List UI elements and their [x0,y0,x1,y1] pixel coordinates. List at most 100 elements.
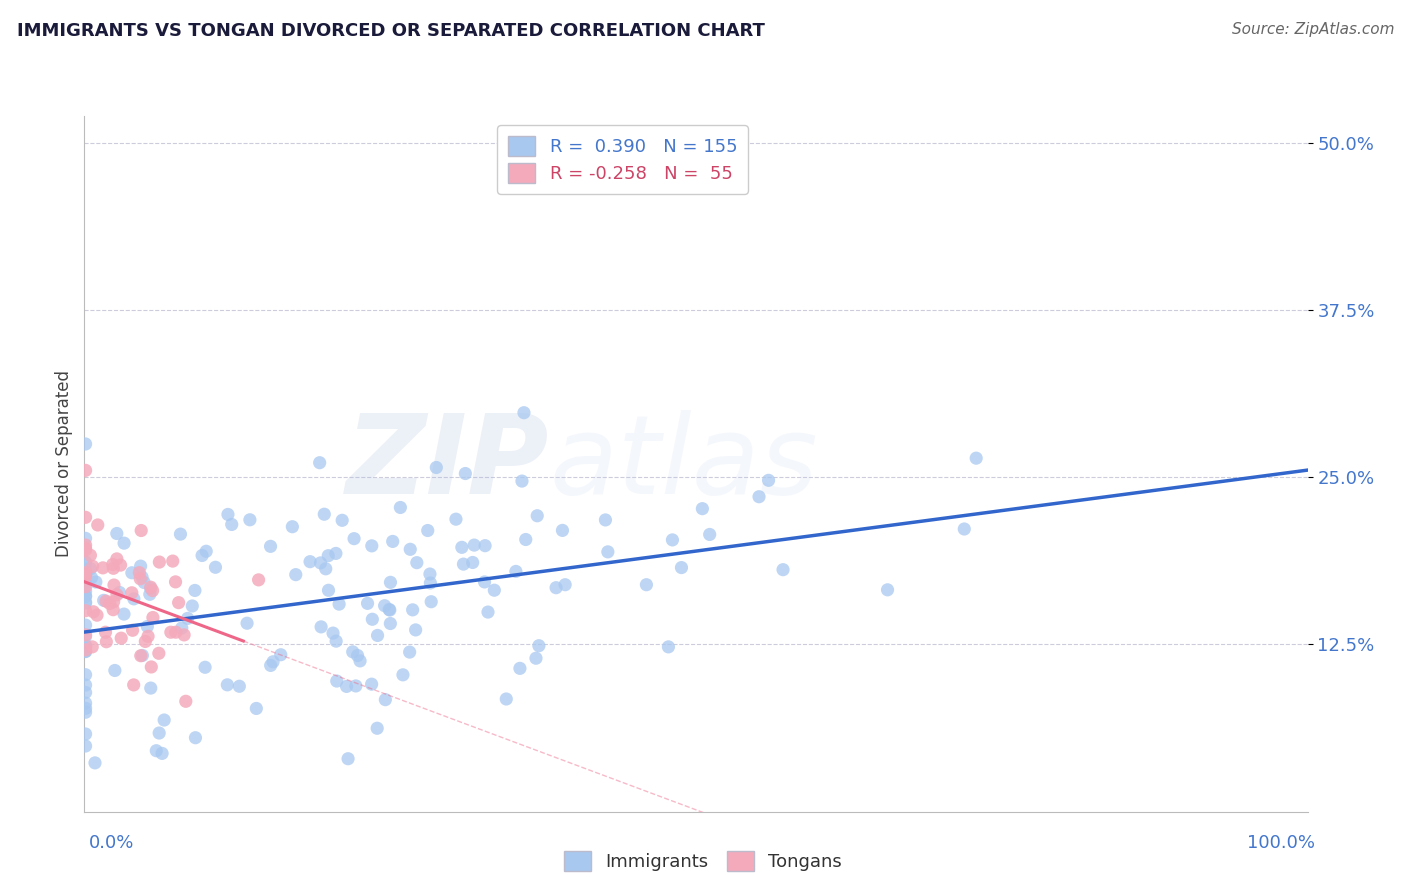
Point [360,539,382,553]
Point [165,625,187,640]
Point [91,561,114,575]
Point [134,575,156,590]
Point [330,513,353,527]
Point [398,645,420,659]
Point [75,643,97,657]
Legend: R =  0.390   N = 155, R = -0.258   N =  55: R = 0.390 N = 155, R = -0.258 N = 55 [498,125,748,194]
Point [79,562,101,576]
Point [105,552,128,566]
Point [671,560,693,574]
Point [477,605,499,619]
Point [121,566,143,580]
Point [758,473,780,487]
Point [184,731,207,745]
Point [121,624,143,638]
Text: 100.0%: 100.0% [1247,834,1315,852]
Point [87,518,110,533]
Point [360,677,382,691]
Point [167,596,190,610]
Point [103,595,125,609]
Point [337,752,360,766]
Point [356,596,378,610]
Point [75,584,97,599]
Point [75,595,97,609]
Point [463,538,485,552]
Legend: Immigrants, Tongans: Immigrants, Tongans [557,844,849,879]
Point [315,562,337,576]
Point [128,566,150,580]
Point [326,674,349,689]
Point [374,599,396,613]
Point [484,583,506,598]
Point [425,460,447,475]
Point [105,526,128,541]
Point [121,586,143,600]
Point [110,631,132,645]
Point [405,556,427,570]
Point [104,664,127,678]
Point [75,739,97,753]
Point [524,651,547,665]
Point [204,560,226,574]
Point [325,546,347,560]
Point [515,533,537,547]
Point [75,566,97,580]
Point [259,540,281,554]
Point [450,541,472,555]
Point [308,456,330,470]
Point [349,654,371,668]
Point [122,678,145,692]
Point [509,661,531,675]
Point [510,474,533,488]
Point [134,634,156,648]
Point [75,463,97,477]
Point [170,621,193,635]
Point [217,678,239,692]
Point [101,603,124,617]
Point [96,634,118,648]
Point [316,549,339,563]
Point [551,524,574,538]
Point [228,679,250,693]
Point [84,756,107,770]
Point [221,517,243,532]
Point [75,562,97,576]
Point [474,539,496,553]
Point [495,692,517,706]
Point [342,645,364,659]
Point [245,701,267,715]
Point [75,644,97,658]
Text: Source: ZipAtlas.com: Source: ZipAtlas.com [1232,22,1395,37]
Point [129,572,152,586]
Point [343,532,366,546]
Point [636,578,658,592]
Point [454,467,477,481]
Point [699,527,721,541]
Point [75,696,97,710]
Point [416,524,439,538]
Point [86,608,108,623]
Point [105,588,128,602]
Point [595,513,617,527]
Point [129,648,152,663]
Point [262,655,284,669]
Point [139,681,162,695]
Point [405,623,427,637]
Point [139,582,162,596]
Point [366,721,388,735]
Point [129,524,152,538]
Point [191,549,214,563]
Point [176,611,198,625]
Point [131,570,153,584]
Point [75,640,97,654]
Point [309,620,332,634]
Point [344,679,367,693]
Point [217,508,239,522]
Point [75,575,97,590]
Point [325,634,347,648]
Point [661,533,683,547]
Point [380,616,402,631]
Point [131,648,153,663]
Point [141,660,163,674]
Point [380,575,402,590]
